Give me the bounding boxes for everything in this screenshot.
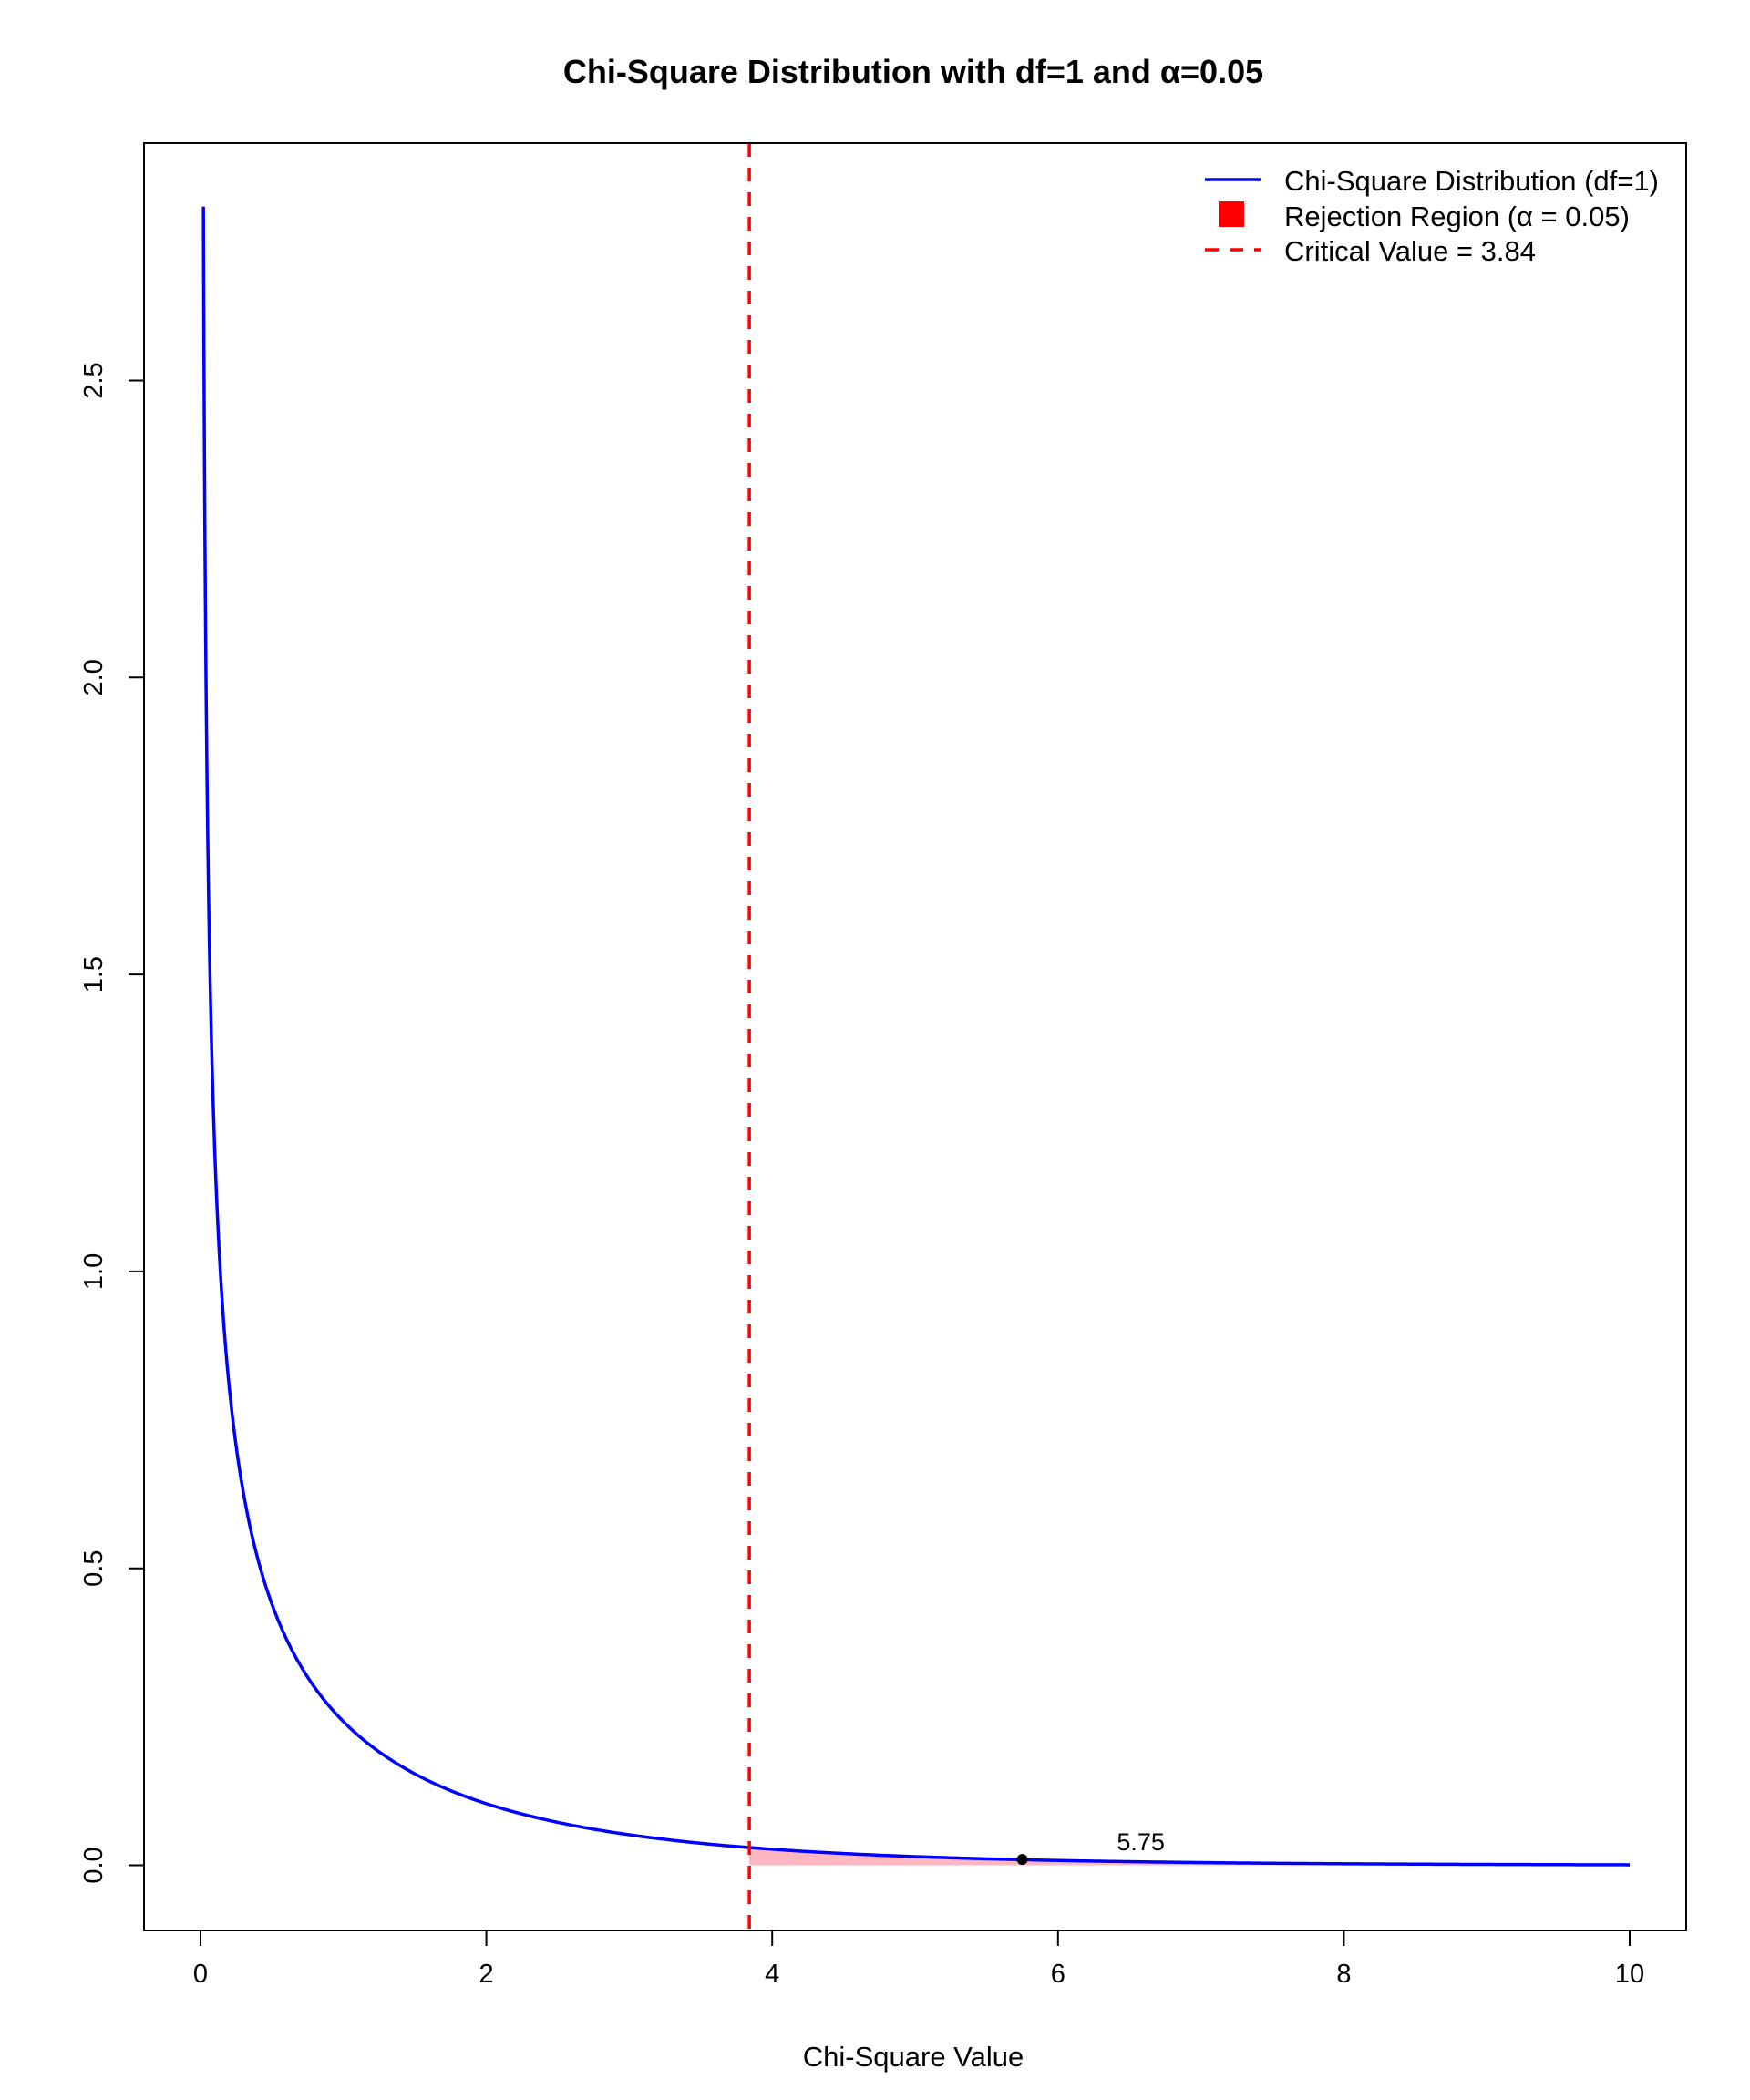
x-axis-label: Chi-Square Value bbox=[803, 2041, 1024, 2073]
x-tick-label: 8 bbox=[1336, 1960, 1351, 1989]
x-axis: 0 2 4 6 8 10 bbox=[193, 1930, 1644, 1989]
test-statistic-label: 5.75 bbox=[1117, 1828, 1165, 1856]
legend: Chi-Square Distribution (df=1) Rejection… bbox=[1205, 165, 1659, 267]
plot-area: 5.75 bbox=[201, 143, 1631, 1930]
y-tick-label: 1.0 bbox=[79, 1253, 108, 1290]
x-tick-label: 4 bbox=[765, 1960, 779, 1989]
legend-fill-swatch bbox=[1219, 201, 1244, 227]
x-tick-label: 10 bbox=[1615, 1960, 1644, 1989]
x-tick-label: 2 bbox=[479, 1960, 494, 1989]
y-tick-label: 2.0 bbox=[79, 659, 108, 695]
x-tick-label: 0 bbox=[193, 1960, 208, 1989]
y-tick-label: 0.0 bbox=[79, 1847, 108, 1883]
test-statistic-point bbox=[1016, 1854, 1028, 1866]
plot-frame bbox=[143, 142, 1687, 1931]
y-tick-label: 2.5 bbox=[79, 362, 108, 398]
y-axis: 0.0 0.5 1.0 1.5 2.0 2.5 bbox=[79, 362, 145, 1884]
rejection-region-area bbox=[749, 1848, 1630, 1866]
chart-title: Chi-Square Distribution with df=1 and α=… bbox=[563, 53, 1263, 90]
legend-label-critical: Critical Value = 3.84 bbox=[1284, 235, 1536, 267]
y-tick-label: 1.5 bbox=[79, 956, 108, 993]
legend-label-distribution: Chi-Square Distribution (df=1) bbox=[1284, 165, 1659, 197]
distribution-curve bbox=[201, 206, 1631, 1867]
y-tick-label: 0.5 bbox=[79, 1550, 108, 1587]
x-tick-label: 6 bbox=[1051, 1960, 1065, 1989]
legend-label-rejection: Rejection Region (α = 0.05) bbox=[1284, 201, 1630, 232]
